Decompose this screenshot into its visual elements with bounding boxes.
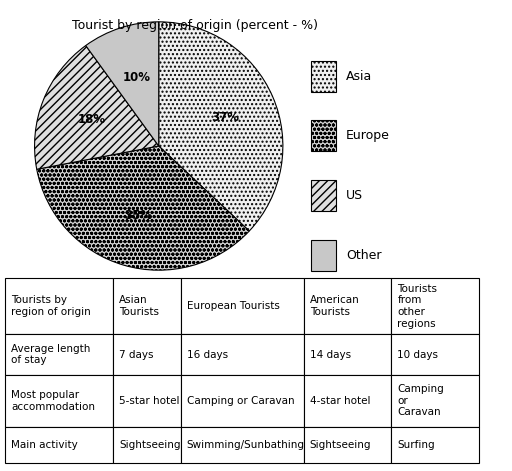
Wedge shape <box>34 46 159 169</box>
Text: 18%: 18% <box>78 113 106 126</box>
Bar <box>113 278 181 334</box>
Bar <box>113 427 181 463</box>
Text: Asian
Tourists: Asian Tourists <box>119 295 159 317</box>
Text: Other: Other <box>346 249 381 261</box>
Bar <box>5 334 113 375</box>
Text: 35%: 35% <box>124 209 153 222</box>
Text: Swimming/Sunbathing: Swimming/Sunbathing <box>187 440 305 450</box>
Text: Tourist by region of origin (percent - %): Tourist by region of origin (percent - %… <box>72 19 317 32</box>
Bar <box>113 334 181 375</box>
Bar <box>311 121 336 152</box>
Text: American
Tourists: American Tourists <box>310 295 359 317</box>
Text: 4-star hotel: 4-star hotel <box>310 396 370 406</box>
Bar <box>311 180 336 211</box>
Bar <box>181 427 304 463</box>
Bar <box>392 278 479 334</box>
Text: Average length
of stay: Average length of stay <box>11 344 91 365</box>
Text: 10%: 10% <box>122 71 151 84</box>
Bar <box>304 278 392 334</box>
Wedge shape <box>159 22 283 231</box>
Text: Surfing: Surfing <box>397 440 435 450</box>
Bar <box>113 375 181 427</box>
Bar <box>311 61 336 92</box>
Text: Camping or Caravan: Camping or Caravan <box>187 396 294 406</box>
Bar <box>5 375 113 427</box>
Bar <box>304 427 392 463</box>
Wedge shape <box>37 146 249 270</box>
Bar <box>392 375 479 427</box>
Bar <box>392 427 479 463</box>
Text: Tourists
from
other
regions: Tourists from other regions <box>397 284 437 329</box>
Bar <box>5 427 113 463</box>
Bar <box>304 375 392 427</box>
Text: Most popular
accommodation: Most popular accommodation <box>11 390 95 412</box>
Text: 7 days: 7 days <box>119 349 154 360</box>
Bar <box>5 278 113 334</box>
Bar <box>311 240 336 271</box>
Bar <box>181 375 304 427</box>
Bar <box>392 334 479 375</box>
Text: Europe: Europe <box>346 130 390 142</box>
Text: 5-star hotel: 5-star hotel <box>119 396 180 406</box>
Text: Camping
or
Caravan: Camping or Caravan <box>397 384 444 417</box>
Text: 37%: 37% <box>211 111 239 124</box>
Text: Main activity: Main activity <box>11 440 78 450</box>
Text: Asia: Asia <box>346 70 372 83</box>
Bar <box>181 278 304 334</box>
Text: Tourists by
region of origin: Tourists by region of origin <box>11 295 91 317</box>
Bar <box>181 334 304 375</box>
Text: Sightseeing: Sightseeing <box>310 440 371 450</box>
Text: Sightseeing: Sightseeing <box>119 440 181 450</box>
Wedge shape <box>86 22 159 146</box>
Bar <box>304 334 392 375</box>
Text: European Tourists: European Tourists <box>187 301 280 311</box>
Text: US: US <box>346 189 363 202</box>
Text: 14 days: 14 days <box>310 349 351 360</box>
Text: 10 days: 10 days <box>397 349 438 360</box>
Text: 16 days: 16 days <box>187 349 228 360</box>
